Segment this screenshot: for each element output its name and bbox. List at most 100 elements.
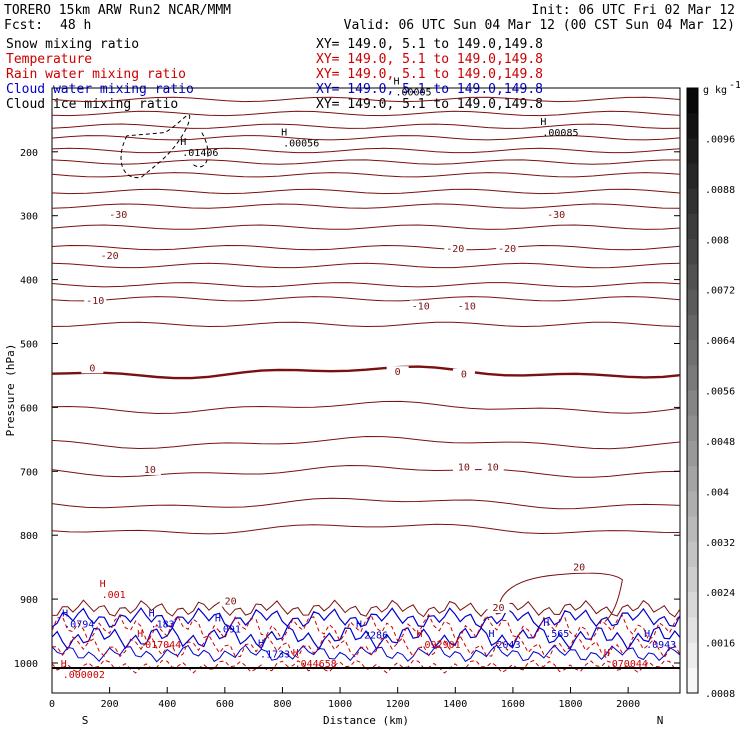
- label-backdrop: [81, 362, 104, 374]
- legend-field-name: Snow mixing ratio: [6, 37, 139, 52]
- temperature-label: 10: [487, 462, 499, 473]
- temperature-label: 10: [458, 462, 470, 473]
- plot-frame: [51, 87, 681, 694]
- distance-axis: 0 200 400 600 800 1000 1200 1400 1600 1800 2000: [49, 687, 640, 710]
- temperature-label: 10: [144, 465, 156, 476]
- colorbar-tick-label: .008: [705, 235, 729, 246]
- maximum-marker: H: [215, 614, 221, 625]
- label-backdrop: [98, 249, 121, 261]
- colorbar-tick-label: .0064: [705, 336, 735, 347]
- colorbar-cell: [687, 138, 698, 165]
- label-backdrop: [409, 300, 432, 312]
- maximum-value-label: .000002: [63, 670, 105, 681]
- maximum-marker: H: [281, 127, 287, 138]
- x-tick-label: 2000: [616, 699, 640, 710]
- label-backdrop: [455, 300, 478, 312]
- isotherm-line: [51, 159, 680, 165]
- temperature-contours: [51, 96, 681, 535]
- y-tick-label: 500: [20, 340, 38, 351]
- temperature-label: -20: [498, 244, 516, 255]
- isotherm-line: [51, 282, 681, 288]
- maximum-value-label: .0943: [646, 640, 676, 651]
- colorbar-cell: [687, 289, 698, 316]
- maximum-marker: H: [543, 618, 549, 629]
- temperature-label: 20: [225, 597, 237, 608]
- maximum-value-label: .0794: [64, 620, 94, 631]
- legend-field-name: Cloud water mixing ratio: [6, 82, 194, 97]
- x-tick-label: 1200: [386, 699, 410, 710]
- maximum-value-label: .001: [102, 590, 126, 601]
- label-backdrop: [487, 601, 510, 613]
- label-backdrop: [545, 208, 568, 220]
- hydrometeor-contour: [51, 659, 680, 674]
- x-tick-label: 800: [273, 699, 291, 710]
- colorbar-tick-label: .004: [705, 487, 729, 498]
- hydrometeor-contour: [51, 625, 681, 651]
- colorbar-cell: [687, 592, 698, 618]
- legend-section-coords: XY= 149.0, 5.1 to 149.0,149.8: [316, 37, 543, 52]
- x-tick-label: 1000: [328, 699, 352, 710]
- colorbar-tick-label: .0008: [705, 689, 735, 700]
- temperature-label: -10: [86, 296, 104, 307]
- x-tick-label: 1400: [443, 699, 467, 710]
- temperature-label: -30: [109, 210, 127, 221]
- isotherm-line: [51, 365, 681, 380]
- colorbar-cell: [687, 390, 698, 417]
- isotherm-line: [51, 203, 681, 209]
- label-backdrop: [568, 561, 591, 573]
- colorbar-cell: [687, 516, 698, 543]
- colorbar-unit: g kg: [703, 85, 727, 96]
- legend-field-name: Temperature: [6, 52, 92, 67]
- maximum-marker: H: [258, 639, 264, 650]
- colorbar-tick-label: .0056: [705, 387, 735, 398]
- colorbar-cell: [687, 188, 698, 215]
- colorbar-tick-label: .0088: [705, 185, 735, 196]
- colorbar-tick-label: .0096: [705, 134, 735, 145]
- forecast-hours: 48 h: [60, 18, 91, 33]
- colorbar-cell: [687, 541, 698, 568]
- y-tick-label: 600: [20, 403, 38, 414]
- maximum-value-label: .565: [545, 629, 569, 640]
- isotherm-line: [51, 147, 681, 154]
- temperature-label: 0: [395, 367, 401, 378]
- maximum-value-label: .017044: [139, 640, 181, 651]
- colorbar-cell: [687, 113, 698, 139]
- y-tick-label: 800: [20, 531, 38, 542]
- maximum-marker: H: [416, 629, 422, 640]
- colorbar-tick-label: .0024: [705, 588, 735, 599]
- colorbar-cell: [687, 566, 698, 593]
- isotherm-line: [51, 262, 681, 269]
- maximum-marker: H: [393, 76, 399, 87]
- y-tick-label: 300: [20, 212, 38, 223]
- maximum-marker: H: [644, 629, 650, 640]
- maximum-value-label: .044658: [295, 659, 337, 670]
- colorbar-cell: [687, 642, 698, 669]
- label-backdrop: [219, 595, 242, 607]
- warm-isotherm-bulge: [498, 572, 623, 622]
- colorbar-unit-exponent: -1: [729, 80, 740, 91]
- colorbar-cell: [687, 415, 698, 442]
- colorbar-cell: [687, 214, 698, 240]
- colorbar-cell: [687, 88, 698, 114]
- label-backdrop: [107, 208, 130, 220]
- y-tick-label: 1000: [14, 659, 38, 670]
- isotherm-line: [51, 172, 681, 178]
- contour-labels: -30 -30 -20 -20 -20 -10 -10 -10 0 0 0 10 10 10 20 20 20 H…: [61, 76, 676, 681]
- maximum-value-label: .091: [217, 625, 241, 636]
- temperature-label: -30: [547, 210, 565, 221]
- colorbar-tick-label: .0072: [705, 286, 735, 297]
- maximum-marker: H: [489, 629, 495, 640]
- maximum-marker: H: [356, 619, 362, 630]
- isotherm-line: [51, 135, 681, 141]
- legend-section-coords: XY= 149.0, 5.1 to 149.0,149.8: [316, 97, 543, 112]
- x-tick-label: 400: [158, 699, 176, 710]
- label-backdrop: [481, 461, 504, 473]
- isotherm-line: [51, 296, 681, 302]
- x-tick-label: 200: [101, 699, 119, 710]
- valid-time: Valid: 06 UTC Sun 04 Mar 12 (00 CST Sun …: [344, 18, 735, 33]
- x-tick-label: 1600: [501, 699, 525, 710]
- isotherm-line: [51, 435, 681, 450]
- maximum-value-label: .1733: [260, 650, 290, 661]
- temperature-label: -20: [101, 251, 119, 262]
- label-backdrop: [84, 295, 107, 307]
